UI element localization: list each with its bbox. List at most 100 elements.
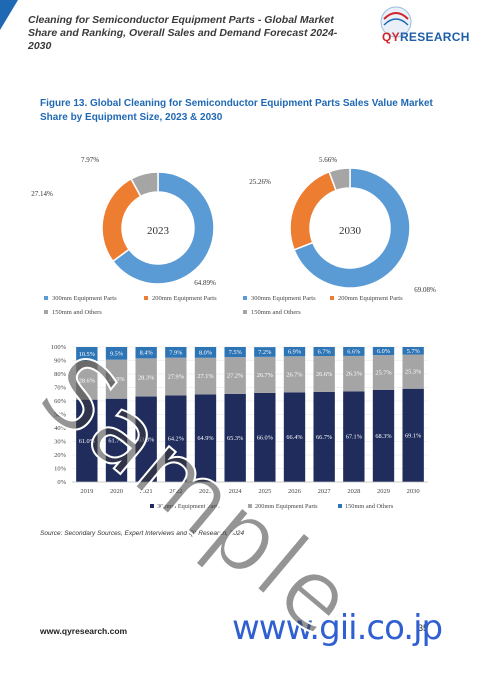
bar-segment	[283, 356, 306, 393]
bar-value-label: 6.0%	[377, 348, 391, 355]
bar-value-label: 27.2%	[227, 372, 244, 379]
bar-segment	[194, 357, 217, 395]
donut-2023-label-150: 7.97%	[81, 156, 99, 164]
bar-segment	[343, 347, 365, 356]
bar-value-label: 7.5%	[229, 349, 243, 356]
legend-swatch-150	[44, 310, 48, 314]
bar-segment	[105, 398, 128, 482]
y-tick-label: 20%	[54, 452, 67, 459]
x-tick-label: 2024	[229, 488, 243, 495]
bar-segment	[135, 358, 157, 397]
legend-swatch-200	[144, 296, 148, 300]
legend-swatch-300	[44, 296, 48, 300]
x-tick-label: 2028	[347, 488, 360, 495]
donut-2030-center-label: 2030	[339, 225, 362, 237]
bar-segment	[313, 356, 335, 392]
bar-legend-label: 150mm and Others	[345, 503, 394, 510]
bar-value-label: 66.0%	[257, 434, 274, 441]
donut-2023-label-300: 64.89%	[194, 279, 216, 287]
bar-segment	[313, 347, 335, 357]
source-note: Source: Secondary Sources, Expert Interv…	[40, 530, 245, 537]
donut-charts: 7.97% 27.14% 64.89% 2023 5.66% 25.26% 69…	[31, 156, 436, 316]
y-tick-label: 80%	[54, 371, 67, 378]
donut-2030-label-200: 25.26%	[249, 178, 271, 186]
bar-segment	[194, 394, 217, 482]
y-tick-label: 40%	[54, 425, 67, 432]
bar-value-label: 68.3%	[375, 433, 392, 440]
bar-segment	[76, 347, 98, 362]
x-tick-label: 2025	[258, 488, 271, 495]
bar-segment	[194, 347, 217, 358]
bar-segment	[402, 388, 424, 482]
legend-label-200-b: 200mm Equipment Parts	[338, 295, 403, 302]
bar-value-label: 5.7%	[407, 348, 421, 355]
bar-value-label: 69.1%	[405, 432, 422, 439]
legend-swatch-150-b	[243, 310, 247, 314]
bar-value-label: 61.7%	[108, 437, 125, 444]
bar-value-label: 7.9%	[169, 349, 183, 356]
footer-url: www.qyresearch.com	[40, 626, 128, 636]
bar-value-label: 61.0%	[79, 438, 96, 445]
bar-segment	[254, 392, 276, 482]
donut-2030-label-150: 5.66%	[319, 156, 337, 164]
bar-value-label: 26.7%	[286, 371, 303, 378]
donut-2023-slice-0	[111, 171, 215, 285]
legend-swatch-200-b	[330, 296, 334, 300]
stacked-bar-chart: 0% 10% 20% 30% 40% 50% 60% 70% 80% 90% 100% 61.0% 28…	[51, 344, 428, 510]
bar-value-label: 25.7%	[375, 369, 392, 376]
bar-value-label: 66.7%	[316, 434, 333, 441]
legend-label-200: 200mm Equipment Parts	[152, 295, 217, 302]
bar-value-label: 64.2%	[168, 436, 185, 443]
bar-value-label: 26.6%	[316, 371, 333, 378]
header-accent-shape	[0, 0, 18, 30]
bar-segment	[402, 354, 424, 389]
bar-value-label: 26.3%	[346, 371, 363, 378]
bar-legend-swatch	[248, 504, 252, 508]
x-tick-label: 2030	[407, 488, 420, 495]
y-tick-label: 30%	[54, 439, 67, 446]
bar-value-label: 27.1%	[197, 373, 214, 380]
bar-segment	[343, 391, 365, 482]
y-tick-label: 60%	[54, 398, 67, 405]
bar-value-label: 28.3%	[138, 374, 155, 381]
bar-segment	[372, 347, 395, 356]
bar-segment	[76, 361, 98, 400]
report-title: Cleaning for Semiconductor Equipment Par…	[28, 14, 338, 52]
bar-value-label: 67.1%	[346, 434, 363, 441]
bar-legend-swatch	[150, 504, 154, 508]
x-tick-label: 2023	[199, 488, 212, 495]
bar-segment	[372, 389, 395, 482]
header-tab	[0, 0, 354, 47]
bar-value-label: 64.9%	[197, 435, 214, 442]
donut-2023-label-200: 27.14%	[31, 190, 53, 198]
x-tick-label: 2019	[80, 488, 93, 495]
bar-value-label: 28.9%	[108, 376, 125, 383]
donut-2030-slice-0	[293, 167, 411, 289]
bar-segment	[105, 359, 128, 399]
bar-segment	[224, 393, 246, 482]
bar-value-label: 7.2%	[258, 349, 272, 356]
x-tick-label: 2026	[288, 488, 302, 495]
bar-legend-swatch	[338, 504, 342, 508]
x-tick-label: 2029	[377, 488, 390, 495]
bar-value-label: 8.4%	[140, 350, 154, 357]
legend-label-150: 150mm and Others	[52, 309, 102, 316]
bar-segment	[135, 396, 157, 482]
bar-segment	[224, 347, 246, 358]
x-tick-label: 2021	[140, 488, 153, 495]
bar-value-label: 27.9%	[168, 373, 185, 380]
x-tick-label: 2022	[169, 488, 182, 495]
legend-swatch-300-b	[243, 296, 247, 300]
legend-label-300: 300mm Equipment Parts	[52, 295, 117, 302]
y-tick-label: 50%	[54, 412, 67, 419]
bar-value-label: 65.3%	[227, 435, 244, 442]
donut-2030-slice-2	[328, 167, 351, 192]
bar-value-label: 6.6%	[347, 348, 361, 355]
bar-segment	[283, 392, 306, 482]
bar-value-label: 6.9%	[288, 349, 302, 356]
logo-wordmark: QYRESEARCH	[382, 30, 470, 44]
gii-banner: www.gii.co.jp	[232, 608, 443, 648]
bar-segment	[402, 347, 424, 355]
x-tick-label: 2020	[110, 488, 123, 495]
page-number: 35	[418, 623, 429, 633]
